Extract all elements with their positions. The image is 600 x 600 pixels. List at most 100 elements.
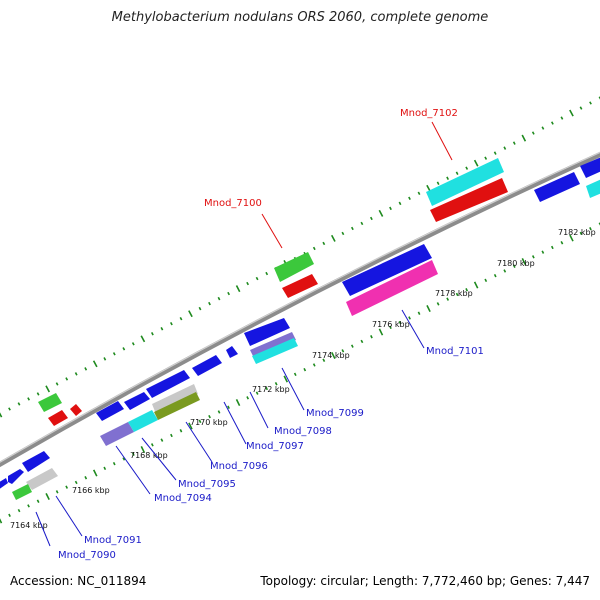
scale-tick: [455, 292, 459, 297]
gene-arrow[interactable]: [580, 156, 600, 178]
scale-tick: [350, 226, 354, 231]
gene-arrow[interactable]: [250, 332, 296, 358]
topology-text: Topology: circular; Length: 7,772,460 bp…: [260, 574, 590, 588]
scale-tick: [331, 352, 336, 360]
scale-tick: [541, 126, 545, 130]
gene-arrow[interactable]: [96, 401, 124, 421]
gene-arrow[interactable]: [38, 393, 62, 412]
scale-tick: [150, 332, 154, 336]
inner-tick-row: [0, 222, 600, 524]
gene-label-mnod-7099[interactable]: Mnod_7099: [306, 408, 364, 419]
gene-arrow[interactable]: [586, 178, 600, 198]
scale-tick: [560, 116, 564, 120]
scale-tick: [369, 216, 373, 221]
gene-label-mnod-7090[interactable]: Mnod_7090: [58, 550, 116, 561]
gene-arrow[interactable]: [426, 158, 504, 206]
gene-arrow[interactable]: [12, 484, 32, 500]
scale-tick: [274, 382, 278, 386]
scale-tick: [8, 513, 11, 517]
gene-label-mnod-7101[interactable]: Mnod_7101: [426, 346, 484, 357]
gene-label-mnod-7094[interactable]: Mnod_7094: [154, 493, 212, 504]
scale-tick: [484, 156, 488, 160]
scale-tick: [398, 320, 402, 325]
gene-label-mnod-7098[interactable]: Mnod_7098: [274, 426, 332, 437]
gene-arrow[interactable]: [192, 355, 222, 376]
kbp-label: 7178 kbp: [435, 289, 473, 298]
accession-text: Accession: NC_011894: [10, 574, 147, 588]
scale-tick: [208, 301, 211, 306]
scale-tick: [473, 281, 479, 289]
scale-tick: [370, 335, 373, 339]
kbp-label: 7182 kbp: [558, 228, 596, 237]
scale-tick: [131, 452, 135, 456]
gene-label-mnod-7102[interactable]: Mnod_7102: [400, 108, 458, 119]
gene-arrow[interactable]: [346, 260, 438, 316]
gene-label-mnod-7095[interactable]: Mnod_7095: [178, 479, 236, 490]
gene-arrow[interactable]: [252, 338, 298, 364]
gene-arrow[interactable]: [152, 384, 198, 414]
scale-tick: [283, 375, 289, 383]
gene-label-mnod-7091[interactable]: Mnod_7091: [84, 535, 142, 546]
scale-tick: [122, 457, 126, 461]
scale-tick: [65, 485, 69, 489]
kbp-label: 7174 kbp: [312, 351, 350, 360]
gene-arrow[interactable]: [8, 469, 24, 484]
scale-tick: [473, 159, 479, 167]
scale-tick: [360, 221, 364, 226]
scale-tick: [389, 206, 392, 211]
scale-tick: [45, 493, 50, 500]
scale-tick: [312, 363, 316, 367]
scale-tick: [246, 281, 250, 286]
gene-arrow[interactable]: [26, 468, 58, 490]
scale-tick: [103, 357, 107, 361]
gene-arrow[interactable]: [274, 252, 314, 282]
scale-tick: [503, 146, 507, 150]
scale-tick: [17, 508, 21, 513]
scale-tick: [322, 358, 326, 362]
gene-arrow[interactable]: [0, 478, 8, 490]
gene-arrow[interactable]: [430, 178, 508, 222]
scale-tick: [160, 327, 164, 331]
gene-label-mnod-7100[interactable]: Mnod_7100: [204, 198, 262, 209]
scale-tick: [179, 317, 183, 321]
gene-arrow[interactable]: [100, 422, 134, 446]
gene-arrow[interactable]: [534, 172, 580, 202]
kbp-label: 7168 kbp: [130, 451, 168, 460]
scale-tick: [550, 245, 554, 250]
scale-tick: [589, 101, 592, 105]
gene-arrow[interactable]: [146, 370, 190, 398]
genome-title: Methylobacterium nodulans ORS 2060, comp…: [111, 10, 489, 25]
gene-arrow[interactable]: [22, 451, 50, 472]
gene-arrow[interactable]: [124, 392, 150, 410]
gene-arrow[interactable]: [48, 410, 68, 426]
gene-arrow[interactable]: [282, 274, 318, 298]
scale-tick: [303, 367, 307, 372]
scale-tick: [198, 306, 202, 311]
scale-tick: [65, 377, 69, 381]
scale-tick: [446, 297, 450, 301]
kbp-label: 7164 kbp: [10, 521, 48, 530]
scale-tick: [36, 392, 40, 396]
gene-arrow[interactable]: [70, 404, 82, 416]
scale-tick: [217, 296, 221, 301]
kbp-label: 7176 kbp: [372, 320, 410, 329]
gene-label-mnod-7097[interactable]: Mnod_7097: [246, 441, 304, 452]
scale-tick: [188, 422, 193, 430]
scale-tick: [341, 231, 345, 236]
scale-tick: [426, 305, 431, 313]
scale-tick: [378, 209, 384, 217]
gene-arrow[interactable]: [342, 244, 432, 296]
gene-arrow[interactable]: [128, 410, 158, 432]
gene-label-mnod-7096[interactable]: Mnod_7096: [210, 461, 268, 472]
scale-tick: [255, 276, 259, 281]
scale-tick: [569, 234, 574, 242]
scale-tick: [531, 131, 535, 135]
scale-tick: [84, 476, 88, 480]
gene-features[interactable]: [0, 156, 600, 500]
scale-tick: [27, 397, 31, 401]
gene-arrow[interactable]: [154, 392, 200, 420]
scale-tick: [150, 443, 154, 447]
scale-tick: [0, 412, 3, 418]
gene-arrow[interactable]: [244, 318, 290, 346]
gene-arrow[interactable]: [226, 346, 238, 358]
